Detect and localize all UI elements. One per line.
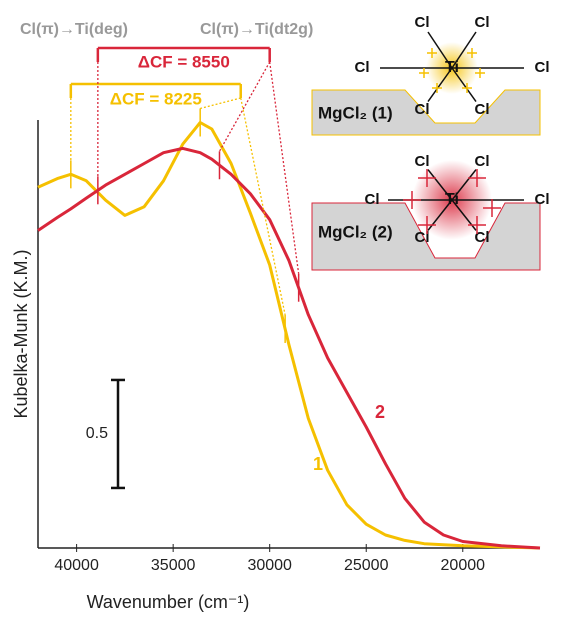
x-tick-label: 40000 <box>54 557 99 574</box>
ligand-label: Cl <box>355 59 370 76</box>
x-tick-label: 30000 <box>247 557 292 574</box>
ligand-label: Cl <box>535 59 550 76</box>
metal-label: Ti <box>445 59 459 76</box>
curve-label: 1 <box>313 454 323 474</box>
charge <box>475 68 485 78</box>
bond <box>451 169 477 201</box>
delta-label: ΔCF = 8225 <box>110 89 202 108</box>
charge <box>468 216 486 234</box>
inset-label: MgCl₂ (1) <box>318 103 393 122</box>
bond <box>451 31 477 69</box>
charge <box>419 68 429 78</box>
ligand-label: Cl <box>475 229 490 246</box>
ligand-label: Cl <box>475 153 490 170</box>
bond <box>427 169 453 201</box>
charge <box>418 216 436 234</box>
bond <box>451 67 477 103</box>
charge <box>468 169 486 187</box>
support-surface <box>311 89 541 136</box>
metal-label: Ti <box>445 191 459 208</box>
ligand-label: Cl <box>475 101 490 118</box>
charge <box>462 83 472 93</box>
dotted-guide <box>269 61 300 274</box>
curve <box>37 121 541 550</box>
transition-label: Cl(π)→Ti(deg) <box>20 21 128 38</box>
inset-label: MgCl₂ (2) <box>318 222 393 241</box>
x-tick-label: 25000 <box>344 557 389 574</box>
charge <box>418 169 436 187</box>
dotted-guide <box>218 61 271 152</box>
ligand-label: Cl <box>415 101 430 118</box>
ligand-label: Cl <box>365 191 380 208</box>
ligand-label: Cl <box>415 14 430 31</box>
curve <box>37 146 541 550</box>
ligand-label: Cl <box>415 153 430 170</box>
ligand-label: Cl <box>415 229 430 246</box>
ligand-label: Cl <box>535 191 550 208</box>
x-axis-label: Wavenumber (cm⁻¹) <box>87 592 250 612</box>
x-tick-label: 20000 <box>441 557 486 574</box>
y-axis-label: Kubelka-Munk (K.M.) <box>11 249 31 418</box>
charge <box>467 48 477 58</box>
curve-label: 2 <box>375 402 385 422</box>
charge <box>427 48 437 58</box>
support-surface <box>311 202 541 271</box>
bond <box>427 67 453 103</box>
dotted-guide <box>240 97 286 316</box>
bond <box>427 31 453 69</box>
ligand-label: Cl <box>475 14 490 31</box>
charge <box>432 83 442 93</box>
scale-bar-label: 0.5 <box>86 425 108 442</box>
dotted-guide <box>200 97 241 110</box>
charge <box>403 191 421 209</box>
charge <box>483 199 501 217</box>
delta-label: ΔCF = 8550 <box>138 52 230 71</box>
x-tick-label: 35000 <box>151 557 196 574</box>
transition-label: Cl(π)→Ti(dt2g) <box>200 21 313 38</box>
